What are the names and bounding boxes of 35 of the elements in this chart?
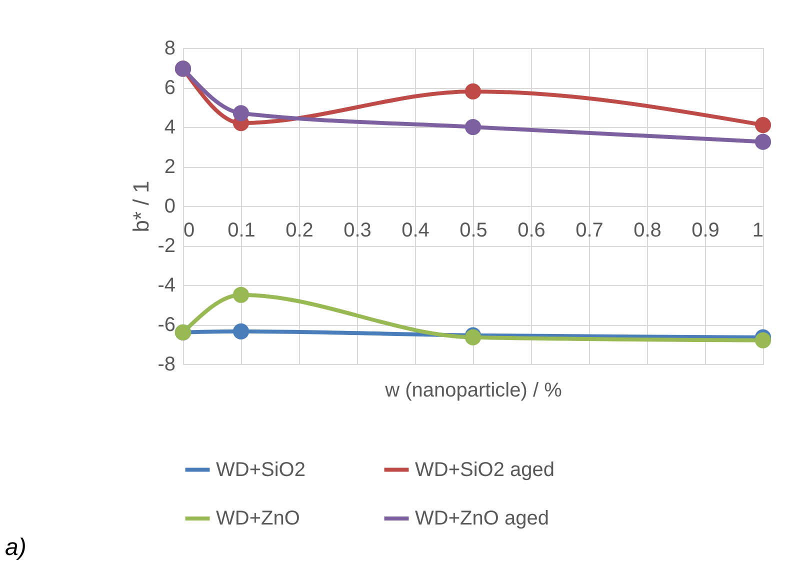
text: a) [5, 534, 26, 561]
y-tick-label: 0 [164, 196, 176, 218]
y-axis-title: b* / 1 [128, 180, 154, 232]
legend-label: WD+ZnO [216, 508, 300, 530]
x-tick-label: 0.9 [692, 220, 720, 242]
x-tick-label: 0.8 [634, 220, 662, 242]
x-tick-label: 0.5 [460, 220, 488, 242]
y-tick-label: 8 [164, 38, 176, 60]
point [232, 286, 250, 303]
y-tick-label: 2 [164, 156, 176, 178]
x-tick-label: 0.2 [286, 220, 314, 242]
x-axis-title: w (nanoparticle) / % [384, 380, 562, 402]
legend-label: WD+SiO2 [216, 458, 306, 481]
y-tick-label: 4 [164, 116, 176, 138]
x-tick-label: 0.6 [518, 220, 546, 242]
legend-label: WD+ZnO aged [415, 508, 549, 530]
y-tick-label: -6 [158, 314, 176, 336]
x-tick-label: 0.3 [344, 220, 372, 242]
x-tick-label: 0 [184, 220, 195, 242]
y-tick-label: -4 [158, 274, 176, 296]
x-tick-label: 0.1 [228, 220, 256, 242]
x-tick-label: 0.4 [402, 220, 430, 242]
x-tick-label: 0.7 [576, 220, 604, 242]
point [754, 134, 772, 150]
y-tick-label: 6 [164, 77, 176, 99]
point [232, 105, 250, 122]
point [232, 323, 250, 340]
y-tick-label: -2 [158, 235, 176, 257]
point [754, 332, 772, 348]
point [464, 118, 482, 136]
legend-label: WD+SiO2 aged [415, 458, 555, 481]
point [464, 83, 482, 100]
x-tick-label: 1 [752, 220, 764, 242]
y-tick-label: -8 [158, 354, 176, 376]
point [754, 116, 772, 134]
